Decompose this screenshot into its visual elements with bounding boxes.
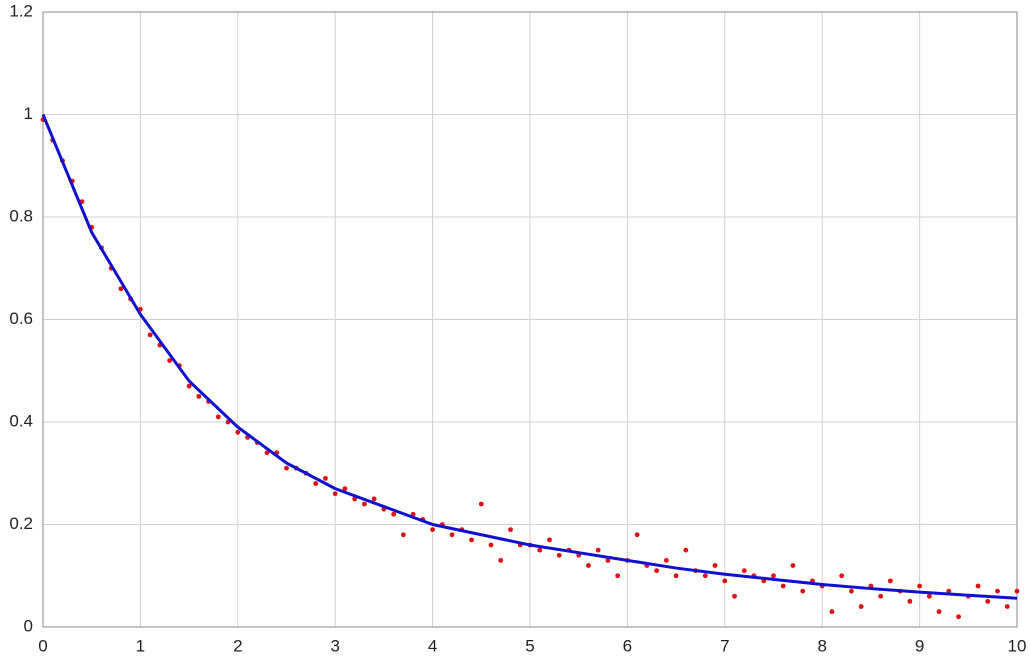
y-tick-label: 1 xyxy=(24,104,33,123)
fit-line xyxy=(41,113,1018,600)
x-tick-label: 8 xyxy=(817,636,826,655)
point xyxy=(956,614,961,620)
y-tick-label: 0 xyxy=(24,616,33,635)
point xyxy=(878,593,884,599)
y-tick-label: 1.2 xyxy=(9,1,33,20)
point xyxy=(839,573,845,579)
point xyxy=(323,475,328,481)
point xyxy=(634,532,640,538)
point xyxy=(488,542,494,548)
point xyxy=(1004,604,1010,609)
x-tick-label: 5 xyxy=(525,636,534,655)
point xyxy=(215,414,221,420)
point xyxy=(371,496,377,502)
x-tick-label: 3 xyxy=(330,636,339,655)
point xyxy=(683,547,689,553)
point xyxy=(712,563,718,568)
x-tick-label: 9 xyxy=(915,636,924,655)
point xyxy=(917,583,922,589)
point xyxy=(313,481,319,486)
x-tick-label: 1 xyxy=(136,636,145,655)
point xyxy=(469,537,474,543)
point xyxy=(449,532,455,538)
point xyxy=(936,609,942,615)
point xyxy=(663,557,669,563)
point xyxy=(196,393,202,399)
point xyxy=(849,588,854,594)
point xyxy=(430,527,435,533)
point xyxy=(391,511,397,517)
point xyxy=(722,578,728,584)
point xyxy=(342,486,348,492)
point xyxy=(741,568,747,574)
x-tick-label: 6 xyxy=(623,636,632,655)
point xyxy=(907,598,913,604)
point xyxy=(732,593,737,599)
point xyxy=(537,547,543,553)
point xyxy=(264,450,270,456)
point xyxy=(702,573,708,579)
x-tick-label: 2 xyxy=(233,636,242,655)
point xyxy=(547,537,552,543)
y-tick-label: 0.4 xyxy=(9,411,33,430)
point xyxy=(887,578,893,584)
point xyxy=(1014,588,1020,594)
point xyxy=(605,557,611,563)
point xyxy=(118,286,124,292)
point xyxy=(800,588,806,594)
point xyxy=(284,465,289,471)
point xyxy=(508,527,513,533)
point xyxy=(400,532,406,538)
point xyxy=(167,358,173,363)
point xyxy=(654,568,660,574)
point xyxy=(498,557,504,563)
point xyxy=(829,609,835,615)
point xyxy=(556,552,562,558)
point xyxy=(995,588,1000,594)
point xyxy=(790,563,796,568)
point xyxy=(615,573,621,579)
point xyxy=(362,501,367,507)
point xyxy=(946,588,952,594)
point xyxy=(771,573,776,579)
point xyxy=(235,429,241,435)
point xyxy=(478,501,484,507)
point xyxy=(780,583,786,589)
point xyxy=(586,563,591,568)
point xyxy=(858,604,864,609)
point xyxy=(975,583,981,589)
point xyxy=(595,547,601,553)
y-tick-label: 0.2 xyxy=(9,514,33,533)
x-tick-label: 7 xyxy=(720,636,729,655)
point xyxy=(186,383,192,389)
y-tick-label: 0.6 xyxy=(9,309,33,328)
point xyxy=(147,332,153,338)
x-tick-label: 4 xyxy=(428,636,437,655)
point xyxy=(926,593,932,599)
x-tick-label: 0 xyxy=(38,636,47,655)
point xyxy=(332,491,338,497)
x-tick-label: 10 xyxy=(1008,636,1027,655)
point xyxy=(673,573,679,579)
plot-border xyxy=(42,11,1018,628)
point xyxy=(985,598,991,604)
y-tick-label: 0.8 xyxy=(9,206,33,225)
